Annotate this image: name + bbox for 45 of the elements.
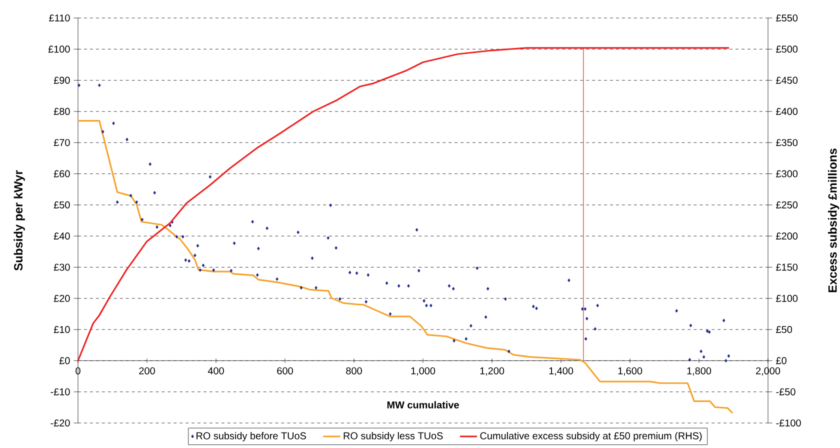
x-tick-label: 1,200 [480,367,504,376]
y2-tick-label: £300 [776,170,798,178]
y-tick-label: £60 [54,170,70,178]
y-tick-label: -£20 [50,419,70,427]
y2-tick-label: £500 [776,46,798,53]
y-tick-label: £30 [54,264,70,271]
y-tick-label: £70 [54,139,70,146]
x-tick-label: 200 [139,367,155,374]
x-tick-label: 1,800 [687,367,712,376]
legend-label: Cumulative excess subsidy at £50 premium (RHS) [480,432,702,442]
y-tick-label: £110 [49,14,70,22]
x-tick-label: 800 [346,367,362,374]
x-tick-label: 600 [277,367,293,374]
y2-tick-label: £0 [776,357,786,364]
y2-tick-label: £100 [776,294,798,302]
y2-tick-label: £200 [776,232,798,240]
y2-tick-label: -£50 [776,388,796,396]
y2-tick-label: £350 [776,139,798,146]
legend-label: RO subsidy less TUoS [344,432,443,442]
y-tick-label: £100 [48,46,70,53]
x-tick-label: 0 [76,367,80,374]
y-axis-title: Subsidy per kWyr [14,170,25,271]
y-tick-label: £50 [54,201,70,208]
y-tick-label: £20 [54,294,70,302]
y-tick-label: £0 [59,357,70,364]
y2-tick-label: £150 [776,264,798,271]
x-tick-label: 400 [208,367,224,374]
y2-tick-label: £400 [776,108,798,115]
legend-label: RO subsidy before TUoS [196,432,306,442]
y2-tick-label: £550 [776,14,798,22]
y-tick-label: £90 [54,76,70,84]
y-tick-label: £10 [54,326,70,334]
x-tick-label: 1,000 [411,367,436,376]
y2-tick-label: £50 [776,326,792,334]
x-tick-label: 1,600 [618,367,642,376]
y-tick-label: £80 [54,108,70,115]
y2-tick-label: £250 [776,201,798,208]
y2-tick-label: -£100 [776,419,801,427]
y-tick-label: £40 [54,232,70,240]
y2-tick-label: £450 [776,76,798,84]
y2-axis-title: Excess subsidy £millions [828,148,840,292]
x-tick-label: 1,400 [549,367,574,376]
y-tick-label: -£10 [50,388,70,396]
x-tick-label: 2,000 [756,367,780,376]
x-axis-title: MW cumulative [387,401,459,408]
